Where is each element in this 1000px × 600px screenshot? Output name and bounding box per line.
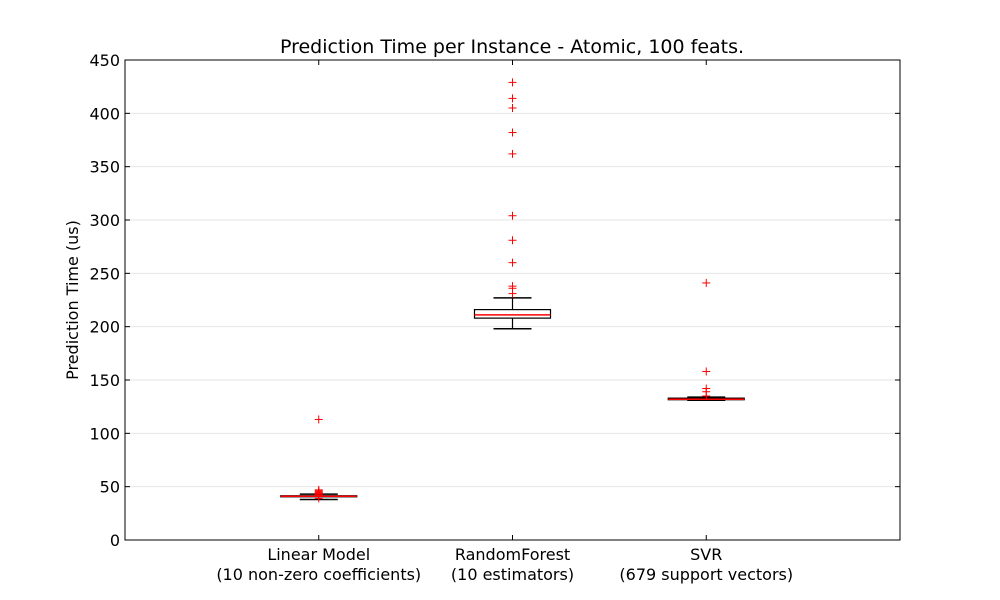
- y-axis: 0 50 100 150 200 250 300 350 400 450: [89, 51, 900, 550]
- y-tick-label: 350: [89, 158, 120, 177]
- outlier-point: [314, 494, 323, 503]
- x-axis: Linear Model(10 non-zero coefficients) Ra…: [216, 60, 793, 584]
- outlier-point: [508, 94, 517, 103]
- grid-lines: [125, 112, 900, 488]
- y-tick-label: 200: [89, 318, 120, 337]
- y-tick-label: 150: [89, 371, 120, 390]
- x-tick-label: SVR: [690, 545, 722, 564]
- y-tick-label: 300: [89, 211, 120, 230]
- box-plot: [473, 78, 552, 330]
- outlier-point: [508, 258, 517, 267]
- outlier-point: [702, 278, 711, 287]
- box-plots: [280, 78, 745, 503]
- y-tick-label: 450: [89, 51, 120, 70]
- outlier-point: [508, 128, 517, 137]
- box-plot: [667, 278, 745, 402]
- y-tick-label: 0: [110, 531, 120, 550]
- y-tick-label: 400: [89, 104, 120, 123]
- y-axis-label: Prediction Time (us): [63, 220, 82, 380]
- outlier-point: [508, 236, 517, 245]
- outlier-point: [508, 211, 517, 220]
- y-tick-label: 250: [89, 264, 120, 283]
- outlier-point: [702, 392, 711, 400]
- outlier-point: [508, 149, 517, 158]
- x-tick-label-detail: (679 support vectors): [619, 565, 793, 584]
- outlier-point: [508, 289, 517, 298]
- outlier-point: [508, 104, 517, 112]
- chart-title: Prediction Time per Instance - Atomic, 1…: [280, 36, 744, 58]
- y-tick-label: 50: [100, 478, 120, 497]
- outlier-point: [702, 367, 711, 376]
- x-tick-label-detail: (10 estimators): [451, 565, 574, 584]
- box-plot: [280, 415, 358, 503]
- x-tick-label-detail: (10 non-zero coefficients): [216, 565, 421, 584]
- y-tick-label: 100: [89, 424, 120, 443]
- outlier-point: [314, 415, 323, 424]
- outlier-point: [508, 78, 517, 87]
- box: [473, 309, 552, 319]
- x-tick-label: Linear Model: [267, 545, 370, 564]
- x-tick-label: RandomForest: [455, 545, 570, 564]
